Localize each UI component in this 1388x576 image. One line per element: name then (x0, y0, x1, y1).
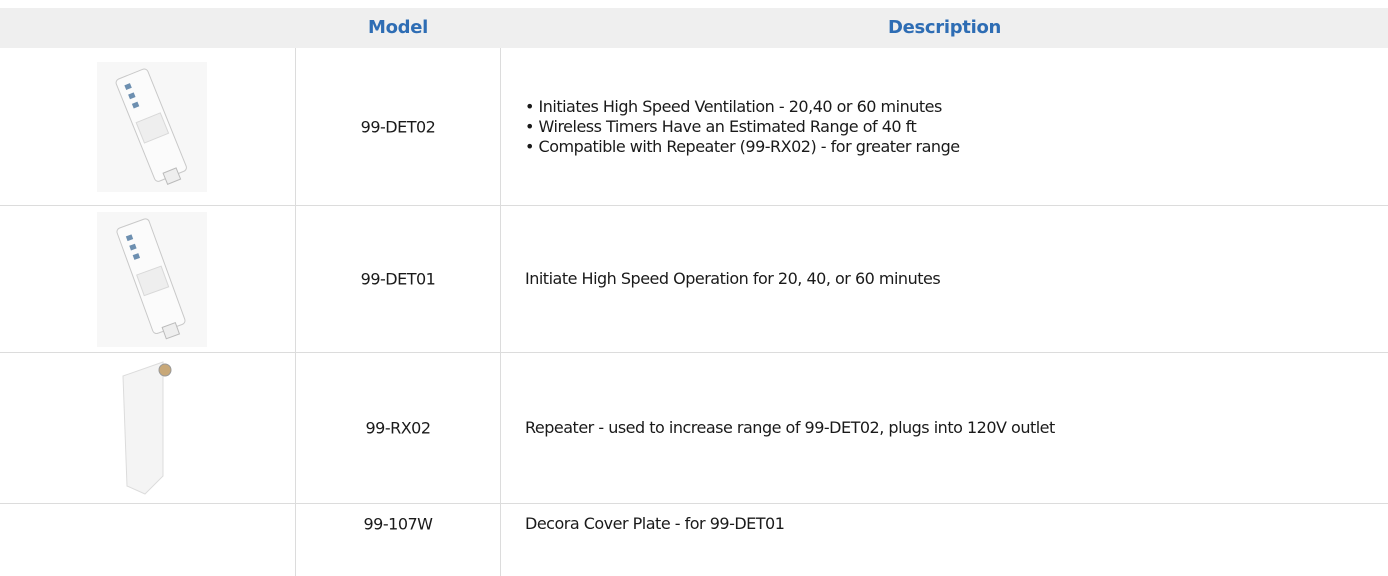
product-image (105, 356, 185, 500)
header-cell: Model (296, 8, 500, 48)
model-cell: 99-DET02 (296, 117, 500, 136)
description-cell: • Initiates High Speed Ventilation - 20,… (525, 97, 1375, 157)
description-line: • Initiates High Speed Ventilation - 20,… (525, 97, 1375, 117)
product-table: Model Description 99-DET02 • Initiates Hi… (0, 0, 1388, 576)
model-cell: 99-107W (296, 514, 500, 533)
header-cell: Description (501, 8, 1388, 48)
description-line: Decora Cover Plate - for 99-DET01 (525, 514, 1375, 534)
product-image (97, 62, 207, 196)
model-cell: 99-DET01 (296, 269, 500, 288)
description-cell: Repeater - used to increase range of 99-… (525, 418, 1375, 438)
description-line: Repeater - used to increase range of 99-… (525, 418, 1375, 438)
description-line: • Compatible with Repeater (99-RX02) - f… (525, 137, 1375, 157)
description-cell: Initiate High Speed Operation for 20, 40… (525, 269, 1375, 289)
description-cell: Decora Cover Plate - for 99-DET01 (525, 514, 1375, 534)
product-image (97, 212, 207, 351)
column-divider (500, 48, 501, 576)
row-divider (0, 503, 1388, 504)
description-line: Initiate High Speed Operation for 20, 40… (525, 269, 1375, 289)
row-divider (0, 205, 1388, 206)
model-cell: 99-RX02 (296, 418, 500, 437)
row-divider (0, 352, 1388, 353)
description-line: • Wireless Timers Have an Estimated Rang… (525, 117, 1375, 137)
